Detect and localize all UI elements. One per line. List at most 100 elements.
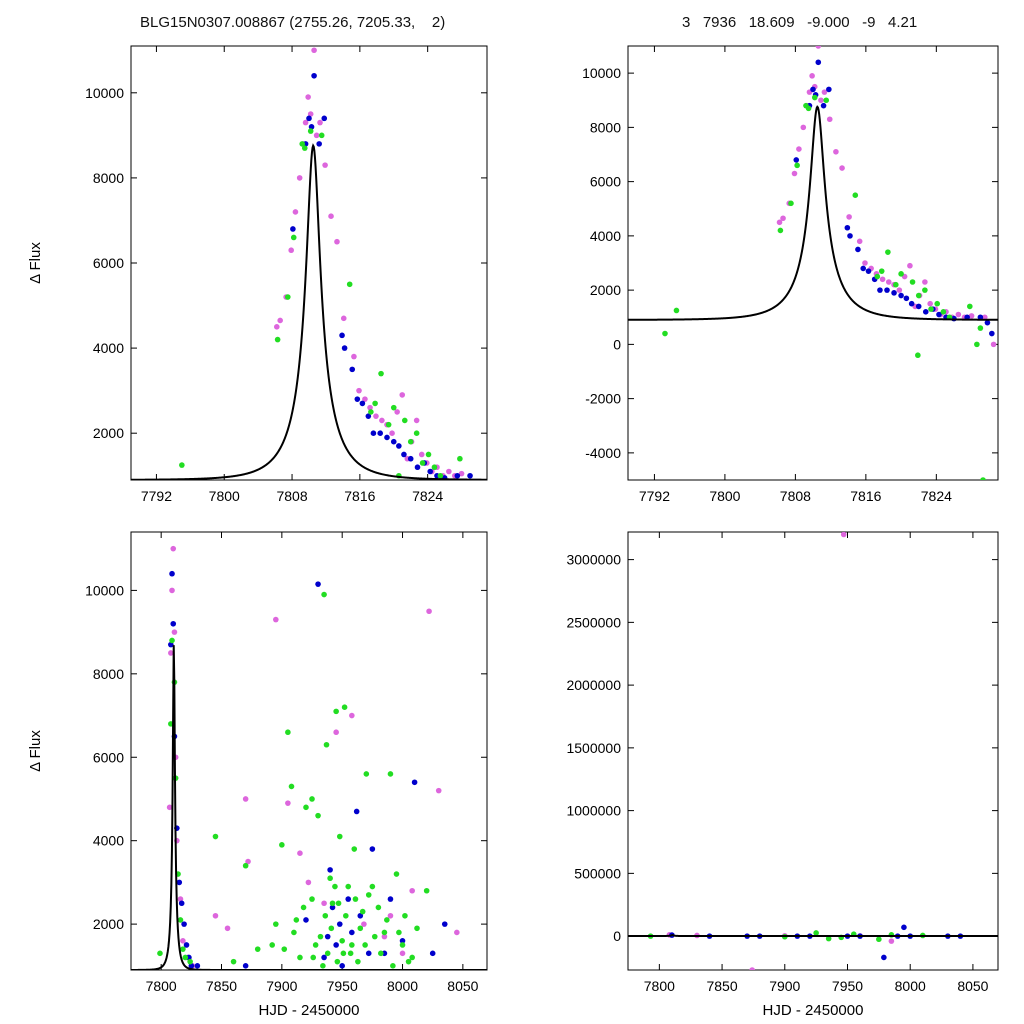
data-point-green [310, 954, 317, 961]
data-point-green [399, 942, 406, 948]
x-tick-label: 7792 [639, 488, 670, 504]
data-point-magenta [780, 215, 786, 222]
data-point-magenta [394, 409, 400, 415]
data-point-green [878, 268, 885, 274]
data-point-blue [176, 879, 183, 886]
data-point-green [413, 430, 420, 436]
data-point-green [401, 417, 408, 424]
data-point-blue [170, 620, 177, 627]
data-point-green [414, 925, 420, 932]
data-point-green [385, 421, 392, 428]
data-point-blue [847, 233, 853, 239]
x-tick-label: 7824 [921, 488, 952, 504]
data-point-magenta [840, 532, 847, 538]
data-point-green [673, 307, 680, 314]
x-tick-label: 7816 [344, 488, 375, 504]
data-point-magenta [277, 317, 283, 324]
data-point-magenta [333, 729, 339, 736]
data-point-magenta [885, 279, 892, 285]
data-point-green [179, 462, 185, 468]
data-point-blue [365, 950, 372, 957]
data-point-magenta [458, 470, 465, 477]
data-point-magenta [990, 341, 997, 348]
data-point-green [381, 929, 388, 936]
data-point-magenta [796, 146, 802, 152]
data-point-magenta [454, 929, 460, 936]
y-tick-label: 10000 [85, 85, 124, 101]
data-point-magenta [166, 804, 173, 811]
data-point-blue [399, 938, 406, 944]
data-point-magenta [907, 262, 913, 269]
panel-top-right: 7792 7800 7808 7816 7824 -4000 -2000 0 2000 4000 6… [582, 45, 999, 504]
y-tick-label: 4000 [93, 340, 124, 356]
data-point-magenta [307, 111, 314, 117]
data-point-green [662, 330, 668, 337]
data-point-green [893, 281, 899, 288]
data-point-blue [354, 396, 361, 402]
data-point-magenta [170, 545, 177, 552]
data-point-green [368, 409, 374, 415]
data-point-blue [810, 86, 816, 93]
data-point-magenta [922, 279, 928, 285]
y-tick-label: 8000 [93, 170, 124, 186]
plot-area [131, 545, 487, 970]
data-point-green [369, 883, 376, 890]
data-point-magenta [340, 315, 347, 322]
data-point-blue [339, 963, 345, 969]
data-point-blue [989, 330, 995, 337]
x-tick-label: 7950 [327, 978, 358, 994]
data-point-blue [242, 963, 249, 969]
x-tick-label: 8050 [447, 978, 478, 994]
data-point-green [345, 883, 352, 890]
data-point-blue [365, 413, 372, 419]
data-point-blue [901, 924, 907, 931]
data-point-blue [321, 954, 327, 961]
x-tick-label: 7808 [780, 488, 811, 504]
data-point-blue [793, 157, 800, 163]
data-point-magenta [981, 314, 988, 321]
data-point-green [288, 783, 295, 790]
data-point-blue [387, 896, 394, 902]
data-point-magenta [387, 912, 394, 919]
data-point-green [327, 875, 333, 882]
data-point-green [177, 917, 184, 923]
data-point-magenta [180, 938, 186, 944]
data-point-blue [820, 102, 827, 109]
data-point-blue [341, 345, 348, 351]
y-tick-label: 2000 [93, 425, 124, 441]
data-point-blue [369, 846, 376, 852]
data-point-green [431, 464, 438, 471]
y-tick-label: 0 [613, 928, 621, 944]
x-tick-label: 7950 [832, 978, 863, 994]
x-axis-label: HJD - 2450000 [763, 1002, 864, 1019]
data-point-green [321, 591, 327, 598]
data-point-blue [396, 443, 402, 449]
x-tick-label: 7900 [266, 978, 297, 994]
x-tick-label: 7800 [146, 978, 177, 994]
data-point-magenta [791, 170, 798, 177]
data-point-blue [922, 309, 929, 315]
data-point-magenta [273, 324, 280, 330]
data-point-magenta [322, 162, 328, 168]
x-tick-label: 8050 [957, 978, 988, 994]
data-point-blue [303, 917, 309, 923]
data-point-magenta [888, 938, 895, 944]
data-point-magenta [862, 260, 868, 266]
data-point-magenta [818, 97, 824, 104]
data-point-blue [377, 430, 384, 436]
data-point-green [279, 842, 285, 848]
data-point-magenta [800, 124, 807, 131]
data-point-green [309, 896, 315, 902]
plot-frame [627, 531, 999, 971]
data-point-magenta [856, 238, 863, 245]
y-tick-label: 2000 [590, 282, 621, 298]
data-point-blue [349, 929, 355, 936]
data-point-blue [881, 954, 887, 961]
data-point-green [915, 292, 922, 299]
data-point-blue [984, 319, 991, 326]
data-point-magenta [426, 608, 432, 615]
data-point-green [915, 352, 921, 359]
data-point-green [390, 404, 397, 411]
data-point-green [285, 294, 291, 300]
